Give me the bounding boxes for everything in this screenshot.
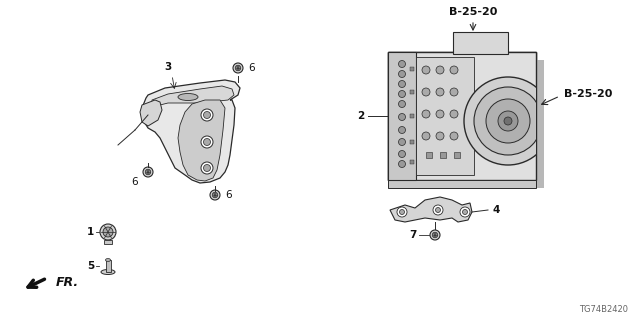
Circle shape <box>399 100 406 108</box>
Circle shape <box>450 132 458 140</box>
Bar <box>454 152 460 158</box>
Text: 6: 6 <box>248 63 255 73</box>
Text: 3: 3 <box>164 62 172 72</box>
Polygon shape <box>390 197 472 222</box>
Circle shape <box>201 109 213 121</box>
Circle shape <box>236 65 241 71</box>
Circle shape <box>399 150 406 157</box>
Circle shape <box>433 205 443 215</box>
Text: 6: 6 <box>132 177 138 187</box>
Circle shape <box>436 110 444 118</box>
Ellipse shape <box>178 93 198 100</box>
Ellipse shape <box>106 259 111 261</box>
Circle shape <box>422 88 430 96</box>
Circle shape <box>498 111 518 131</box>
Text: 1: 1 <box>87 227 94 237</box>
Text: 6: 6 <box>225 190 232 200</box>
Bar <box>410 140 414 144</box>
Text: 5: 5 <box>87 261 94 271</box>
Circle shape <box>204 139 211 146</box>
Circle shape <box>397 207 407 217</box>
Circle shape <box>103 227 113 237</box>
Circle shape <box>450 110 458 118</box>
Bar <box>104 240 112 244</box>
Circle shape <box>399 126 406 133</box>
Circle shape <box>432 232 438 238</box>
Bar <box>416 57 474 175</box>
Circle shape <box>145 169 151 175</box>
Bar <box>106 260 111 272</box>
Circle shape <box>399 161 406 167</box>
Circle shape <box>450 88 458 96</box>
Circle shape <box>204 111 211 118</box>
Text: 7: 7 <box>410 230 417 240</box>
Ellipse shape <box>101 269 115 275</box>
Circle shape <box>399 60 406 68</box>
Text: B-25-20: B-25-20 <box>449 7 497 17</box>
Circle shape <box>463 210 467 214</box>
Circle shape <box>210 190 220 200</box>
Circle shape <box>143 167 153 177</box>
Circle shape <box>435 207 440 212</box>
Circle shape <box>233 63 243 73</box>
Circle shape <box>504 117 512 125</box>
Bar <box>388 180 536 188</box>
Text: FR.: FR. <box>56 276 79 289</box>
Circle shape <box>436 132 444 140</box>
Bar <box>410 67 414 71</box>
Bar <box>410 90 414 94</box>
Circle shape <box>399 210 404 214</box>
Circle shape <box>399 139 406 146</box>
Circle shape <box>212 192 218 198</box>
Text: 2: 2 <box>356 111 364 121</box>
Bar <box>388 52 536 180</box>
Bar <box>453 32 508 54</box>
Text: 4: 4 <box>492 205 499 215</box>
Bar <box>388 52 416 180</box>
Circle shape <box>204 164 211 172</box>
Circle shape <box>436 88 444 96</box>
Polygon shape <box>152 86 234 107</box>
Circle shape <box>422 66 430 74</box>
Text: TG74B2420: TG74B2420 <box>579 305 628 314</box>
Circle shape <box>464 77 552 165</box>
Circle shape <box>422 110 430 118</box>
Circle shape <box>399 91 406 98</box>
Circle shape <box>430 230 440 240</box>
Bar <box>410 114 414 118</box>
Circle shape <box>201 162 213 174</box>
Bar <box>410 160 414 164</box>
Circle shape <box>450 66 458 74</box>
Circle shape <box>422 132 430 140</box>
Circle shape <box>460 207 470 217</box>
Circle shape <box>399 81 406 87</box>
Polygon shape <box>142 80 240 183</box>
Bar <box>426 152 432 158</box>
Polygon shape <box>140 100 162 126</box>
Circle shape <box>201 136 213 148</box>
Circle shape <box>436 66 444 74</box>
Circle shape <box>100 224 116 240</box>
Text: B-25-20: B-25-20 <box>564 89 612 99</box>
Circle shape <box>474 87 542 155</box>
Polygon shape <box>178 100 225 181</box>
Bar <box>440 152 446 158</box>
Circle shape <box>486 99 530 143</box>
Bar <box>388 52 536 180</box>
Circle shape <box>399 70 406 77</box>
Bar <box>396 60 544 188</box>
Circle shape <box>399 114 406 121</box>
